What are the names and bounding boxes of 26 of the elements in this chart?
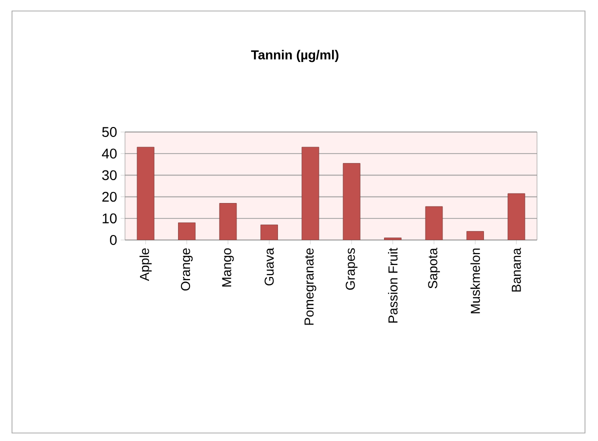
x-tick-label: Sapota: [428, 248, 440, 288]
x-tick-label: Orange: [180, 248, 193, 291]
chart-title: Tannin (µg/ml): [251, 50, 338, 62]
y-tick-label: 50: [102, 127, 117, 137]
y-tick-label: 20: [102, 192, 117, 202]
x-tick-label: Guava: [264, 248, 274, 286]
y-tick-label: 0: [110, 235, 117, 245]
x-tick-label: Passion Fruit: [388, 248, 398, 323]
x-tick-label: Grapes: [346, 248, 358, 290]
bar: [219, 203, 237, 240]
y-tick-label: 30: [102, 170, 117, 180]
bar: [508, 193, 526, 240]
bar: [136, 146, 154, 240]
x-tick-label: Muskmelon: [470, 248, 480, 314]
bar: [260, 224, 278, 240]
bar: [425, 206, 443, 240]
y-tick-label: 10: [102, 213, 117, 224]
y-tick-label: 40: [102, 148, 117, 159]
x-tick-label: Apple: [140, 248, 152, 282]
x-tick-label: Pomegranate: [304, 248, 316, 325]
bar: [178, 222, 196, 240]
bar: [302, 146, 320, 240]
bar: [342, 163, 360, 240]
x-tick-label: Mango: [222, 248, 234, 286]
x-tick-label: Banana: [512, 248, 521, 292]
bar: [466, 231, 484, 240]
